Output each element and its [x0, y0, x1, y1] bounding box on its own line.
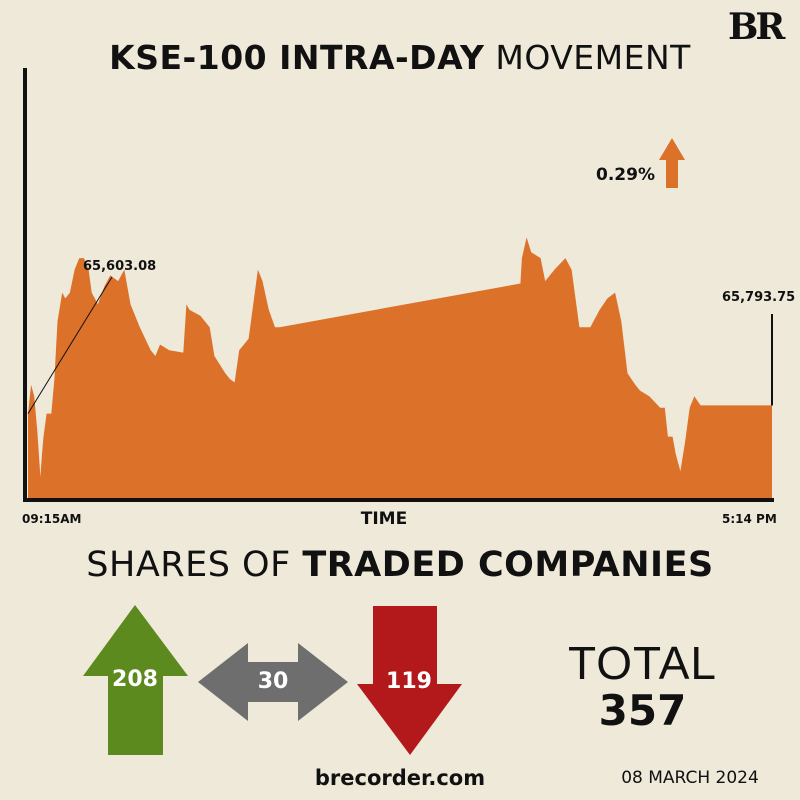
- x-tick-start: 09:15AM: [22, 512, 82, 526]
- website-link[interactable]: brecorder.com: [314, 766, 486, 790]
- declined-arrow-icon: [357, 606, 462, 755]
- advanced-arrow-icon: [83, 605, 188, 755]
- change-percent: 0.29%: [596, 165, 655, 185]
- shares-title: SHARES OF TRADED COMPANIES: [0, 545, 800, 585]
- x-axis-label: TIME: [360, 509, 408, 529]
- total-value: 357: [598, 686, 687, 735]
- shares-title-bold: TRADED COMPANIES: [302, 545, 714, 585]
- unchanged-arrow-icon: [198, 643, 348, 721]
- title-bold: KSE-100 INTRA-DAY: [109, 38, 485, 77]
- index-area: [28, 237, 772, 500]
- date-label: 08 MARCH 2024: [621, 768, 759, 788]
- unchanged-count: 30: [257, 669, 289, 694]
- shares-title-light: SHARES OF: [86, 545, 291, 585]
- total-label: TOTAL: [568, 637, 717, 689]
- declined-count: 119: [386, 669, 432, 694]
- start-leader-line: [27, 276, 113, 414]
- up-arrow-icon: [659, 138, 685, 188]
- br-logo: BR: [728, 6, 785, 48]
- page-title: KSE-100 INTRA-DAY MOVEMENT: [0, 38, 800, 77]
- start-value-label: 65,603.08: [83, 259, 157, 274]
- title-light: MOVEMENT: [495, 38, 691, 77]
- end-value-label: 65,793.75: [722, 290, 796, 305]
- x-tick-end: 5:14 PM: [722, 512, 777, 526]
- advanced-count: 208: [112, 667, 158, 692]
